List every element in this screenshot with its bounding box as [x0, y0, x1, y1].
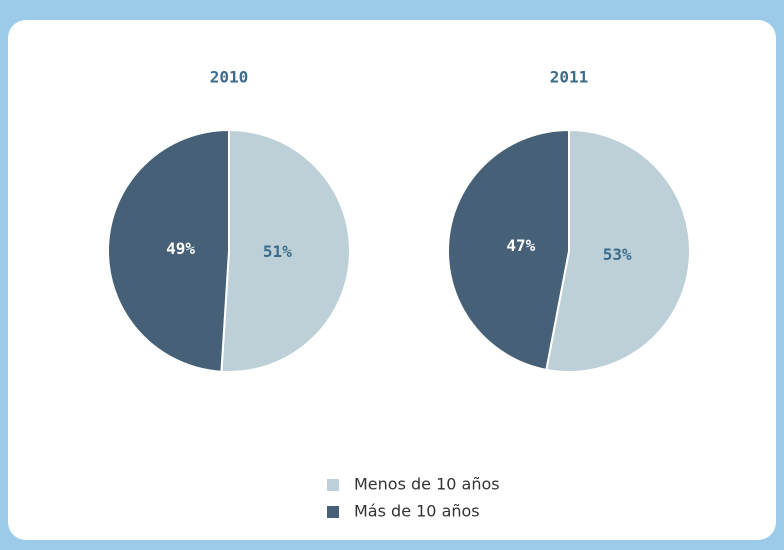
slice-label: 53%	[603, 245, 632, 264]
pie-slice	[107, 128, 230, 373]
legend-swatch	[327, 479, 339, 491]
pie-slice	[220, 128, 352, 373]
pie-title: 2010	[210, 68, 249, 87]
legend-label: Más de 10 años	[354, 502, 480, 521]
slice-label: 49%	[166, 239, 195, 258]
legend-label: Menos de 10 años	[354, 475, 500, 494]
pie-slice	[447, 128, 570, 372]
pie-title: 2011	[550, 68, 589, 87]
slice-label: 47%	[506, 236, 535, 255]
slice-label: 51%	[263, 242, 292, 261]
legend-swatch	[327, 506, 339, 518]
pie-slice	[545, 128, 691, 373]
